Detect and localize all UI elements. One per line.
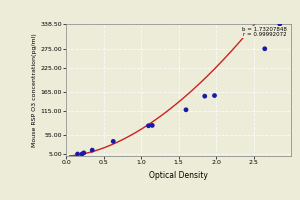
Point xyxy=(212,94,217,97)
Point xyxy=(146,124,151,127)
Point xyxy=(75,152,80,156)
Text: b = 1.73207848
r = 0.99992072: b = 1.73207848 r = 0.99992072 xyxy=(242,27,286,37)
Point xyxy=(90,149,95,152)
Point xyxy=(81,151,86,154)
Point xyxy=(80,152,84,156)
Point xyxy=(202,95,207,98)
X-axis label: Optical Density: Optical Density xyxy=(149,171,208,180)
Point xyxy=(184,108,188,111)
Y-axis label: Mouse RSP O3 concentration(pg/ml): Mouse RSP O3 concentration(pg/ml) xyxy=(32,33,38,147)
Point xyxy=(278,22,282,26)
Point xyxy=(150,124,155,127)
Point xyxy=(262,47,267,50)
Point xyxy=(111,140,116,143)
